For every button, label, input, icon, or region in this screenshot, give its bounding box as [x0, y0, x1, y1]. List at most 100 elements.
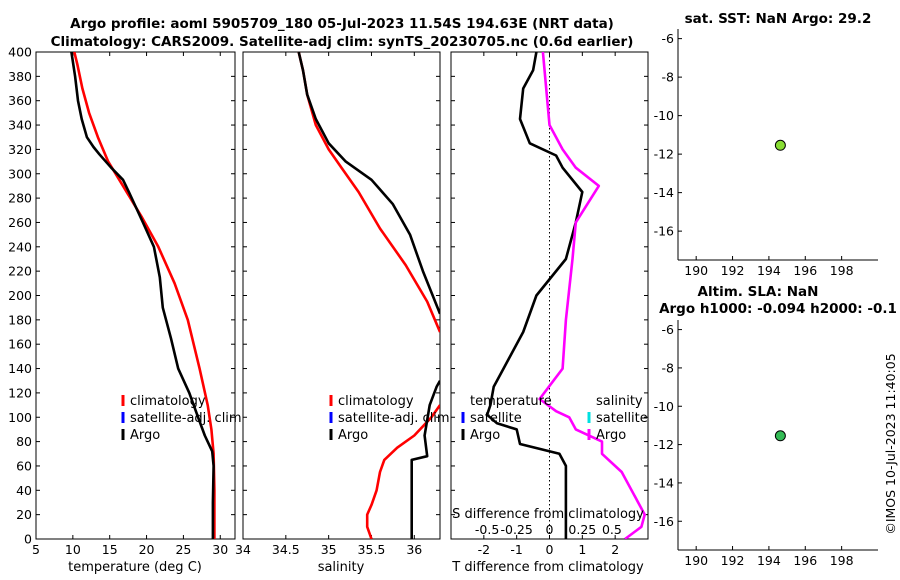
- y-tick-label: 280: [8, 191, 32, 206]
- sst-map-panel: 190 192 194 196 198 -6 -8 -10 -12 -14 -16: [654, 29, 878, 278]
- y-tick-label: 240: [8, 239, 32, 254]
- x-tick-label: 15: [102, 542, 118, 557]
- legend-climatology-label: climatology: [130, 394, 206, 409]
- climatology-line: [365, 404, 440, 539]
- x-tick-label: 196: [793, 553, 817, 568]
- y-tick-label: 340: [8, 118, 32, 133]
- legend-argo-label: Argo: [130, 428, 160, 443]
- title-line-1: Argo profile: aoml 5905709_180 05-Jul-20…: [70, 16, 614, 32]
- temp-frame: [35, 51, 236, 540]
- y-tick-label: 260: [8, 215, 32, 230]
- legend-t-argo-label: Argo: [470, 428, 500, 443]
- climatology-line: [297, 52, 440, 333]
- sal-series: [297, 52, 440, 539]
- x-tick-label: 35.5: [358, 542, 386, 557]
- y-tick-label: -16: [654, 224, 674, 239]
- y-tick-label: 380: [8, 69, 32, 84]
- top-tick-label: 0.5: [602, 522, 622, 537]
- x-tick-label: -1: [510, 542, 522, 557]
- y-tick-label: 20: [16, 507, 32, 522]
- salinity-panel: 34 34.5 35 35.5 36: [235, 51, 441, 557]
- y-tick-label: 100: [8, 410, 32, 425]
- legend-satellite-label: satellite-adj. clim: [130, 411, 242, 426]
- x-tick-label: 190: [684, 263, 708, 278]
- altim-title-2: Argo h1000: -0.094 h2000: -0.1: [659, 301, 897, 317]
- x-tick-label: 34.5: [272, 542, 300, 557]
- y-tick-label: 80: [16, 434, 32, 449]
- legend-climatology-label: climatology: [338, 394, 414, 409]
- x-tick-label: 2: [611, 542, 619, 557]
- y-tick-label: 200: [8, 288, 32, 303]
- t-argo-line: [485, 52, 584, 539]
- y-tick-label: 300: [8, 166, 32, 181]
- temperature-xlabel: temperature (deg C): [68, 560, 202, 575]
- y-tick-label: -10: [654, 108, 674, 123]
- x-tick-label: 5: [32, 542, 40, 557]
- legend-s-satellite-label: satellite: [596, 411, 648, 426]
- legend-temperature-head: temperature: [470, 394, 552, 409]
- x-tick-label: 194: [757, 263, 781, 278]
- sst-title: sat. SST: NaN Argo: 29.2: [685, 11, 872, 27]
- x-tick-label: 196: [793, 263, 817, 278]
- x-tick-label: 190: [684, 553, 708, 568]
- salinity-xlabel: salinity: [318, 560, 365, 575]
- y-tick-label: -6: [662, 31, 675, 46]
- altim-title-1: Altim. SLA: NaN: [698, 284, 819, 300]
- y-tick-label: -8: [662, 70, 675, 85]
- top-tick-label: 0.25: [568, 522, 596, 537]
- y-tick-label: 60: [16, 458, 32, 473]
- legend-salinity-head: salinity: [596, 394, 643, 409]
- y-tick-label: -14: [654, 185, 674, 200]
- x-tick-label: 198: [830, 553, 854, 568]
- x-tick-label: 34: [235, 542, 251, 557]
- y-tick-label: -12: [654, 147, 674, 162]
- difference-legend: temperature satellite Argo salinity sate…: [461, 394, 648, 443]
- top-tick-label: 0: [546, 522, 554, 537]
- legend-argo-label: Argo: [338, 428, 368, 443]
- float-position-marker: [774, 139, 786, 151]
- y-tick-label: -16: [654, 514, 674, 529]
- temperature-legend: climatology satellite-adj. clim Argo: [121, 394, 242, 443]
- x-tick-label: 25: [175, 542, 191, 557]
- float-position-marker: [774, 430, 786, 442]
- y-tick-label: -12: [654, 437, 674, 452]
- legend-t-satellite-label: satellite: [470, 411, 522, 426]
- x-tick-label: 0: [546, 542, 554, 557]
- y-tick-label: 320: [8, 142, 32, 157]
- y-tick-label: -6: [662, 322, 675, 337]
- diff-series: [485, 52, 647, 539]
- legend-satellite-label: satellite-adj. clim: [338, 411, 450, 426]
- argo-line: [410, 380, 440, 539]
- timestamp: ©IMOS 10-Jul-2023 11:40:05: [883, 353, 898, 534]
- y-tick-label: 120: [8, 385, 32, 400]
- title-line-2: Climatology: CARS2009. Satellite-adj cli…: [51, 34, 634, 50]
- y-tick-label: 220: [8, 264, 32, 279]
- top-tick-label: -0.25: [500, 522, 532, 537]
- x-tick-label: 20: [139, 542, 155, 557]
- sla-map-panel: 190 192 194 196 198 -6 -8 -10 -12 -14 -16: [654, 320, 878, 568]
- difference-top-label: S difference from climatology: [452, 507, 644, 522]
- x-tick-label: 192: [721, 263, 745, 278]
- y-tick-label: 140: [8, 361, 32, 376]
- difference-xlabel: T difference from climatology: [451, 560, 644, 575]
- x-tick-label: 192: [721, 553, 745, 568]
- temp-series: [70, 52, 216, 539]
- y-tick-label: 0: [24, 532, 32, 547]
- x-tick-label: 194: [757, 553, 781, 568]
- climatology-line: [73, 52, 216, 539]
- x-tick-label: 36: [406, 542, 422, 557]
- y-tick-label: 40: [16, 483, 32, 498]
- legend-s-argo-label: Argo: [596, 428, 626, 443]
- argo-line: [70, 52, 215, 539]
- y-tick-label: -14: [654, 475, 674, 490]
- y-tick-label: 180: [8, 312, 32, 327]
- argo-line: [297, 52, 440, 315]
- y-tick-label: 160: [8, 337, 32, 352]
- x-tick-label: -2: [478, 542, 490, 557]
- x-tick-label: 30: [212, 542, 228, 557]
- y-tick-label: 360: [8, 93, 32, 108]
- salinity-legend: climatology satellite-adj. clim Argo: [329, 394, 450, 443]
- difference-panel: -2 -1 0 1 2 -0.5 -0.25 0 0.25 0.5: [450, 51, 649, 557]
- s-argo-line: [538, 52, 647, 539]
